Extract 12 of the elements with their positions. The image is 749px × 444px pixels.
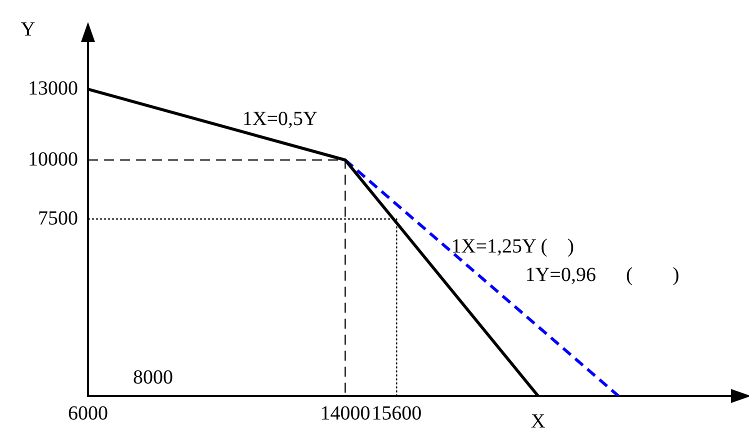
y-axis-title: Y: [20, 18, 36, 40]
x-axis-title: X: [530, 410, 546, 432]
x-tick-label: 6000: [68, 402, 108, 424]
annotation: 8000: [133, 366, 174, 389]
x-tick-label: 15600: [372, 402, 422, 424]
annotation: 1X=0,5Y: [242, 108, 318, 130]
annotation: 1X=1,25Y ( ): [451, 236, 574, 258]
annotation: 1Y=0,96 ( ): [525, 264, 680, 286]
y-tick-label: 7500: [38, 207, 78, 230]
y-tick-label: 13000: [28, 77, 78, 100]
y-tick-label: 10000: [28, 148, 78, 170]
x-tick-label: 14000: [320, 402, 370, 424]
